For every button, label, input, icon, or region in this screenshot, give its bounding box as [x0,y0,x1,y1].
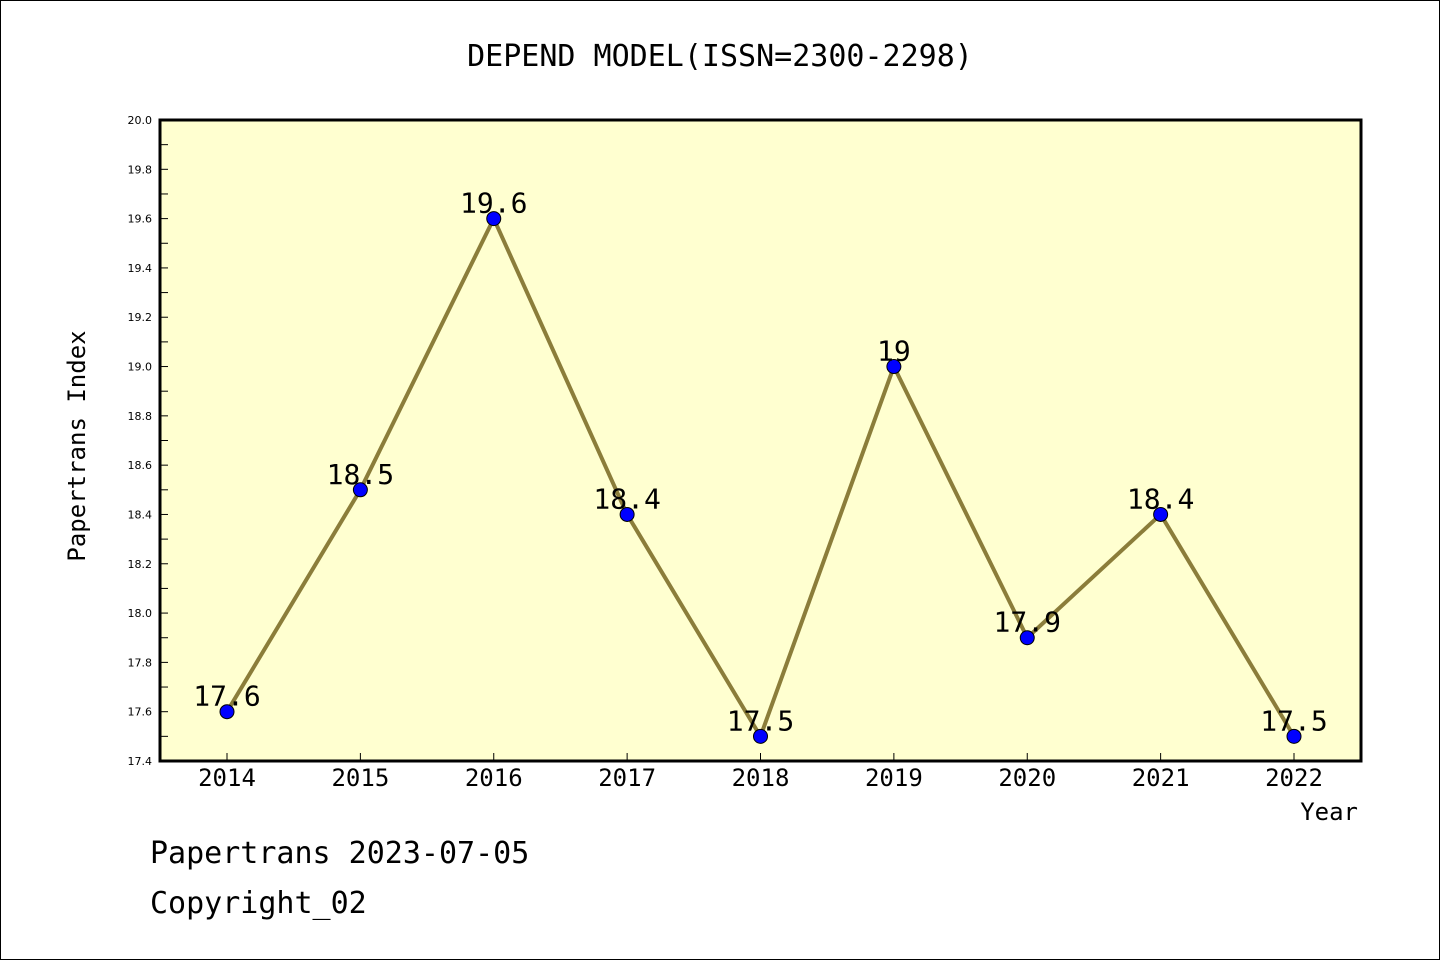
y-tick-label: 19.6 [128,213,153,226]
y-tick-label: 17.6 [128,706,153,719]
y-tick-label: 20.0 [128,114,153,127]
x-tick-label: 2016 [465,764,523,792]
y-tick-label: 18.4 [128,508,153,521]
x-tick-label: 2018 [732,764,790,792]
data-point [886,359,902,375]
data-point [619,506,635,522]
data-point [753,728,768,744]
data-point [352,482,368,498]
plot-area [158,118,1363,763]
y-tick-label: 19.4 [128,262,153,275]
y-tick-label: 17.4 [128,755,153,768]
data-point [1019,630,1035,646]
data-point [1286,728,1302,744]
x-tick-label: 2017 [598,764,656,792]
y-tick-label: 18.2 [128,558,153,571]
x-axis: 2014 2015 2016 2017 2018 2019 2020 2021 2022 [198,753,1323,792]
x-axis-label: Year [1300,798,1358,826]
y-tick-label: 19.0 [128,361,153,374]
data-point [219,704,235,720]
y-tick-label: 17.8 [128,656,153,669]
y-tick-label: 18.0 [128,607,153,620]
x-tick-label: 2021 [1132,764,1190,792]
y-tick-label: 19.8 [128,163,153,176]
footer-date: Papertrans 2023-07-05 [150,836,530,871]
data-label: 19 [877,335,911,368]
data-label: 17.6 [193,680,260,713]
y-tick-label: 18.6 [128,459,153,472]
y-axis-label: Papertrans Index [63,330,91,561]
chart-title: DEPEND MODEL(ISSN=2300-2298) [467,39,973,74]
y-axis: 17.4 17.6 17.8 18.0 18.2 18.4 18.6 18.8 19.0 19.2… [128,114,168,768]
data-label: 17.5 [727,704,794,737]
x-tick-label: 2019 [865,764,923,792]
data-label: 18.4 [1127,482,1194,515]
data-label: 17.9 [994,606,1061,639]
x-tick-label: 2015 [331,764,389,792]
data-point [486,211,502,227]
x-tick-label: 2014 [198,764,256,792]
data-label: 17.5 [1260,704,1327,737]
data-label: 18.4 [593,482,660,515]
y-tick-label: 18.8 [128,410,153,423]
footer-copyright: Copyright_02 [150,886,367,921]
x-tick-label: 2022 [1265,764,1323,792]
data-label: 19.6 [460,187,527,220]
data-point [1153,506,1169,522]
y-tick-label: 19.2 [128,311,153,324]
data-label: 18.5 [327,458,394,491]
x-tick-label: 2020 [998,764,1056,792]
series: 17.6 18.5 19.6 18.4 17.5 19 17.9 18.4 17.5 [193,187,1328,744]
